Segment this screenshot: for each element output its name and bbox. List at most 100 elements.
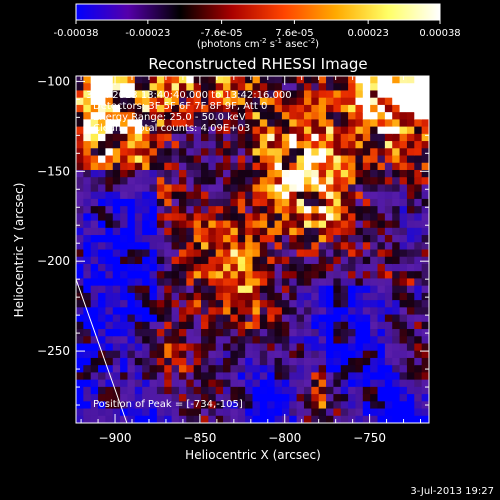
heatmap-cell xyxy=(274,336,283,345)
heatmap-cell xyxy=(326,365,334,373)
heatmap-cell xyxy=(311,104,320,113)
heatmap-cell xyxy=(414,263,423,272)
heatmap-cell xyxy=(303,321,312,330)
heatmap-cell xyxy=(399,278,408,287)
heatmap-cell xyxy=(245,148,254,157)
heatmap-cell xyxy=(311,177,320,186)
heatmap-cell xyxy=(245,191,254,200)
heatmap-cell xyxy=(186,198,195,207)
heatmap-cell xyxy=(90,271,99,280)
heatmap-cell xyxy=(377,379,386,388)
heatmap-cell xyxy=(90,242,99,251)
heatmap-cell xyxy=(193,415,202,423)
heatmap-cell xyxy=(296,343,305,352)
heatmap-cell xyxy=(355,285,364,294)
heatmap-cell xyxy=(355,112,364,120)
heatmap-cell xyxy=(208,357,217,366)
heatmap-cell xyxy=(186,141,195,149)
heatmap-cell xyxy=(83,112,92,120)
heatmap-cell xyxy=(340,285,349,294)
heatmap-cell xyxy=(259,256,268,265)
heatmap-cell xyxy=(98,148,107,157)
heatmap-cell xyxy=(230,220,239,229)
heatmap-cell xyxy=(98,256,107,265)
heatmap-cell xyxy=(370,300,379,308)
heatmap-cell xyxy=(289,141,298,149)
heatmap-cell xyxy=(134,227,143,236)
heatmap-cell xyxy=(311,148,320,157)
heatmap-cell xyxy=(348,343,357,352)
heatmap-cell xyxy=(399,242,408,251)
heatmap-cell xyxy=(355,133,364,142)
heatmap-cell xyxy=(406,285,415,294)
heatmap-cell xyxy=(303,329,312,337)
heatmap-cell xyxy=(186,112,195,120)
heatmap-cell xyxy=(98,408,107,417)
heatmap-cell xyxy=(105,198,114,207)
heatmap-cell xyxy=(340,415,349,423)
heatmap-cell xyxy=(178,292,187,301)
heatmap-cell xyxy=(348,83,357,92)
heatmap-cell xyxy=(156,394,165,402)
heatmap-cell xyxy=(105,112,114,120)
heatmap-cell xyxy=(406,271,415,280)
heatmap-cell xyxy=(156,336,165,345)
heatmap-cell xyxy=(267,112,276,120)
heatmap-cell xyxy=(142,90,151,99)
heatmap-cell xyxy=(267,97,276,106)
heatmap-cell xyxy=(259,365,268,373)
heatmap-cell xyxy=(274,104,283,113)
heatmap-cell xyxy=(208,249,217,258)
heatmap-cell xyxy=(230,213,239,222)
heatmap-cell xyxy=(90,198,99,207)
heatmap-cell xyxy=(83,350,92,359)
heatmap-cell xyxy=(274,162,283,171)
heatmap-cell xyxy=(274,343,283,352)
heatmap-cell xyxy=(377,133,386,142)
heatmap-cell xyxy=(392,249,401,258)
heatmap-cell xyxy=(259,119,268,128)
heatmap-cell xyxy=(406,76,415,84)
heatmap-cell xyxy=(414,307,423,316)
heatmap-cell xyxy=(392,365,401,373)
heatmap-cell xyxy=(215,155,224,164)
heatmap-cell xyxy=(90,184,99,193)
heatmap-cell xyxy=(120,263,129,272)
heatmap-cell xyxy=(267,278,276,287)
heatmap-cell xyxy=(134,155,143,164)
heatmap-cell xyxy=(414,379,423,388)
heatmap-cell xyxy=(193,148,202,157)
heatmap-cell xyxy=(421,271,429,280)
heatmap-cell xyxy=(340,408,349,417)
heatmap-cell xyxy=(208,278,217,287)
heatmap-cell xyxy=(171,379,180,388)
heatmap-cell xyxy=(208,372,217,381)
heatmap-cell xyxy=(193,112,202,120)
heatmap-cell xyxy=(267,343,276,352)
heatmap-cell xyxy=(178,235,187,243)
heatmap-cell xyxy=(333,365,342,373)
colorbar-tick-label: 0.00038 xyxy=(419,28,460,39)
heatmap-cell xyxy=(98,372,107,381)
heatmap-cell xyxy=(421,148,429,157)
heatmap-cell xyxy=(90,314,99,323)
heatmap-cell xyxy=(274,386,283,395)
heatmap-cell xyxy=(90,133,99,142)
heatmap-cell xyxy=(149,401,158,410)
heatmap-cell xyxy=(259,357,268,366)
heatmap-cell xyxy=(362,263,371,272)
heatmap-cell xyxy=(223,206,232,214)
heatmap-cell xyxy=(326,83,334,92)
heatmap-cell xyxy=(326,292,334,301)
heatmap-cell xyxy=(230,198,239,207)
heatmap-cell xyxy=(259,191,268,200)
heatmap-cell xyxy=(142,184,151,193)
heatmap-cell xyxy=(252,357,261,366)
heatmap-cell xyxy=(267,263,276,272)
heatmap-cell xyxy=(193,155,202,164)
heatmap-cell xyxy=(333,242,342,251)
heatmap-cell xyxy=(156,220,165,229)
heatmap-cell xyxy=(237,177,246,186)
heatmap-cell xyxy=(370,119,379,128)
heatmap-cell xyxy=(134,235,143,243)
